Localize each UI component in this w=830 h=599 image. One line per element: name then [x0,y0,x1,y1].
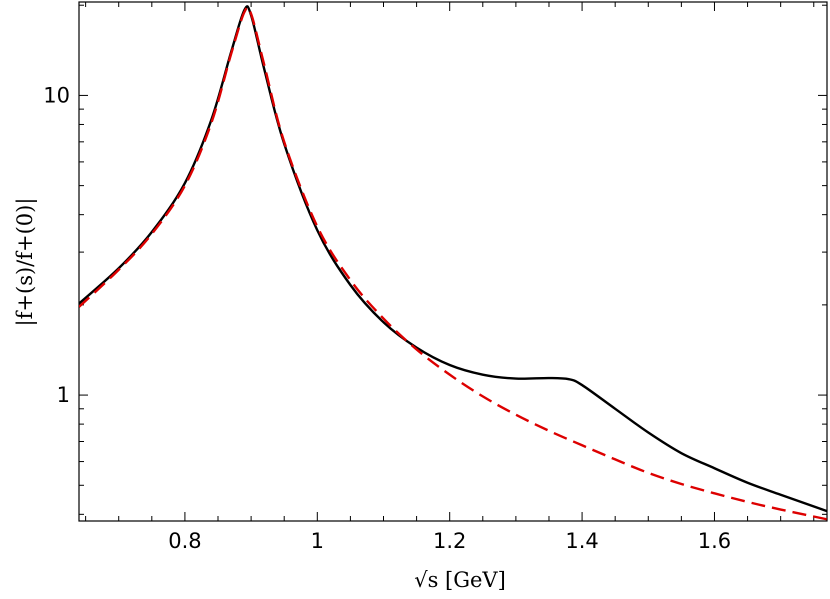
x-tick-label: 1.2 [433,529,466,553]
y-axis-title: |f+(s)/f+(0)| [13,198,38,327]
series-group [79,5,827,521]
x-tick-label: 0.8 [168,529,201,553]
x-tick-label: 1.4 [565,529,598,553]
plot-frame [78,1,828,522]
axis-tick-labels: 0.8 1 1.2 1.4 1.6 1 10 [43,83,731,553]
x-axis-title: √s [GeV] [414,568,506,592]
series-line-red-dashed [79,5,827,521]
axis-ticks [79,2,827,521]
series-line-black-solid [79,5,827,513]
y-tick-label: 1 [57,383,70,407]
x-tick-label: 1.6 [698,529,731,553]
x-tick-label: 1 [311,529,324,553]
y-tick-label: 10 [43,83,70,107]
